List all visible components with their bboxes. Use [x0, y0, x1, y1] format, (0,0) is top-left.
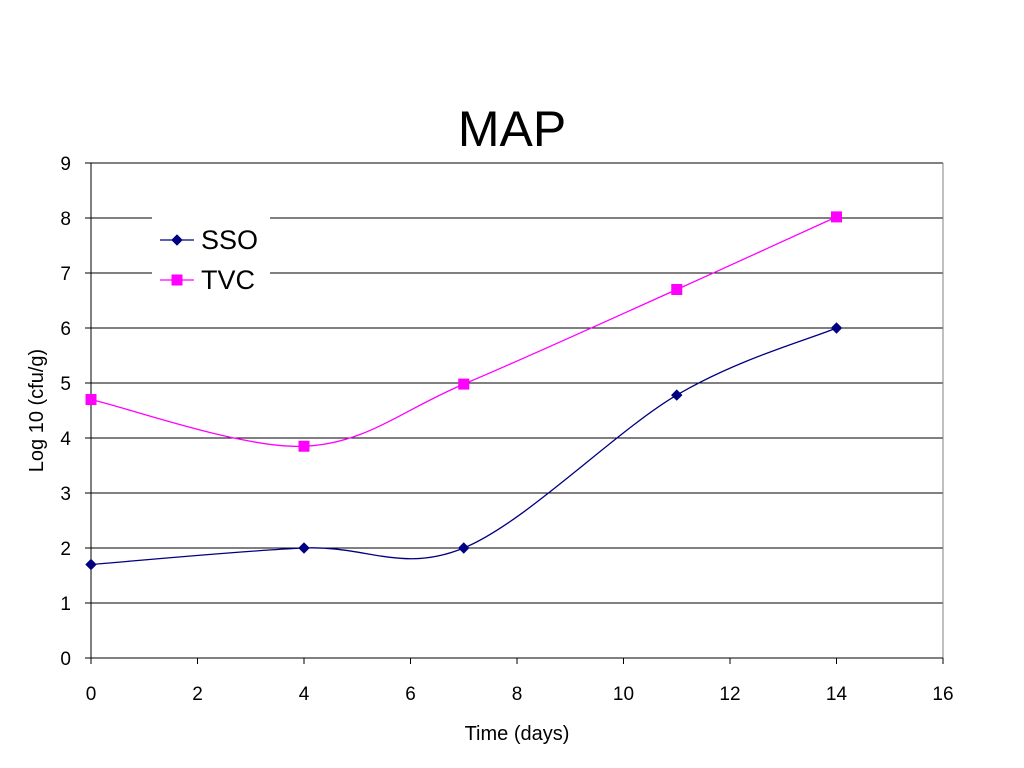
- legend-label-sso: SSO: [201, 225, 258, 255]
- y-tick-label: 6: [60, 319, 71, 340]
- x-tick-label: 16: [932, 684, 953, 705]
- data-point-tvc: [85, 394, 97, 405]
- x-tick-label: 0: [86, 684, 97, 705]
- data-point-sso: [298, 542, 310, 554]
- series-tvc: [85, 211, 842, 452]
- legend-marker-tvc: [171, 274, 183, 286]
- series: [85, 211, 843, 571]
- x-tick-label: 14: [826, 684, 848, 705]
- data-point-tvc: [831, 211, 842, 223]
- x-tick-label: 12: [719, 684, 740, 705]
- data-point-tvc: [671, 284, 683, 295]
- y-tick-label: 0: [60, 649, 71, 670]
- y-tick-label: 8: [60, 209, 71, 230]
- x-tick-label: 4: [299, 684, 310, 705]
- y-tick-label: 3: [60, 484, 71, 505]
- data-point-sso: [671, 389, 683, 401]
- data-point-sso: [85, 558, 97, 571]
- y-tick-label: 2: [60, 539, 71, 560]
- y-tick-label: 1: [60, 594, 71, 615]
- chart-title: MAP: [457, 101, 567, 157]
- x-tick-label: 10: [613, 684, 634, 705]
- x-tick-label: 6: [405, 684, 416, 705]
- x-axis-title: Time (days): [465, 723, 570, 745]
- legend: SSO TVC: [152, 212, 270, 300]
- data-point-tvc: [458, 378, 470, 390]
- y-tick-label: 9: [60, 154, 71, 175]
- data-point-sso: [458, 542, 470, 554]
- y-tick-label: 7: [60, 264, 71, 285]
- series-line-sso: [90, 327, 837, 566]
- data-point-sso: [830, 322, 843, 334]
- x-tick-label: 2: [192, 684, 203, 705]
- data-point-tvc: [298, 440, 310, 452]
- y-tick-label: 5: [60, 374, 71, 395]
- legend-marker-sso: [171, 234, 183, 246]
- legend-label-tvc: TVC: [201, 265, 255, 295]
- series-sso: [85, 322, 843, 571]
- y-tick-label: 4: [60, 429, 71, 450]
- x-tick-label: 8: [512, 684, 523, 705]
- y-axis-title: Log 10 (cfu/g): [26, 349, 48, 472]
